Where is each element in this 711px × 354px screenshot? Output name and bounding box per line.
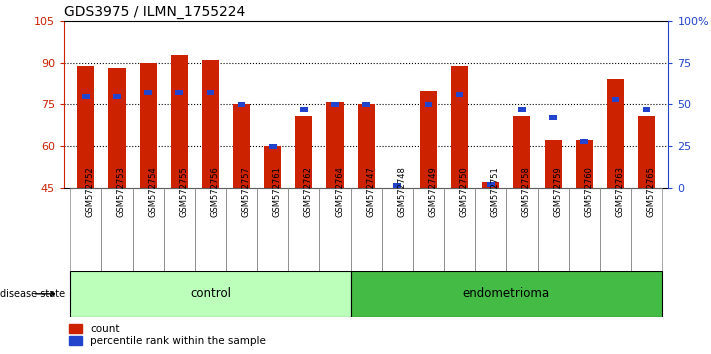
- Bar: [363, 102, 370, 107]
- Text: GSM572754: GSM572754: [148, 166, 157, 217]
- Text: GSM572760: GSM572760: [584, 166, 593, 217]
- Bar: [413, 188, 444, 271]
- Bar: [77, 65, 95, 188]
- Bar: [326, 102, 343, 188]
- Text: GSM572749: GSM572749: [429, 166, 437, 217]
- Bar: [351, 188, 382, 271]
- Bar: [202, 60, 219, 188]
- Bar: [606, 80, 624, 188]
- Bar: [108, 68, 126, 188]
- Bar: [545, 141, 562, 188]
- Bar: [237, 102, 245, 107]
- Text: GSM572758: GSM572758: [522, 166, 531, 217]
- Bar: [506, 188, 538, 271]
- Bar: [487, 182, 495, 187]
- Bar: [288, 188, 319, 271]
- Bar: [482, 182, 499, 188]
- Bar: [513, 115, 530, 188]
- Legend: count, percentile rank within the sample: count, percentile rank within the sample: [69, 324, 266, 346]
- Bar: [176, 90, 183, 95]
- Bar: [456, 92, 464, 97]
- Text: GDS3975 / ILMN_1755224: GDS3975 / ILMN_1755224: [64, 5, 245, 19]
- Bar: [351, 271, 662, 317]
- Bar: [207, 90, 214, 95]
- Text: control: control: [190, 287, 231, 300]
- Bar: [139, 63, 156, 188]
- Bar: [269, 143, 277, 149]
- Bar: [549, 115, 557, 120]
- Bar: [420, 91, 437, 188]
- Bar: [171, 55, 188, 188]
- Bar: [257, 188, 288, 271]
- Bar: [295, 115, 312, 188]
- Text: GSM572756: GSM572756: [210, 166, 220, 217]
- Text: GSM572751: GSM572751: [491, 166, 500, 217]
- Text: GSM572748: GSM572748: [397, 166, 406, 217]
- Bar: [576, 141, 593, 188]
- Bar: [444, 188, 475, 271]
- Bar: [643, 107, 651, 112]
- Bar: [70, 271, 351, 317]
- Bar: [82, 93, 90, 99]
- Bar: [538, 188, 569, 271]
- Bar: [70, 188, 102, 271]
- Text: endometrioma: endometrioma: [463, 287, 550, 300]
- Text: GSM572753: GSM572753: [117, 166, 126, 217]
- Text: GSM572757: GSM572757: [242, 166, 250, 217]
- Bar: [518, 107, 525, 112]
- Bar: [475, 188, 506, 271]
- Text: GSM572752: GSM572752: [86, 166, 95, 217]
- Text: GSM572765: GSM572765: [646, 166, 656, 217]
- Bar: [600, 188, 631, 271]
- Bar: [580, 138, 588, 143]
- Bar: [331, 102, 339, 107]
- Bar: [164, 188, 195, 271]
- Text: GSM572764: GSM572764: [335, 166, 344, 217]
- Bar: [195, 188, 226, 271]
- Bar: [144, 90, 152, 95]
- Bar: [569, 188, 600, 271]
- Bar: [300, 107, 308, 112]
- Text: GSM572761: GSM572761: [273, 166, 282, 217]
- Bar: [233, 104, 250, 188]
- Bar: [113, 93, 121, 99]
- Bar: [132, 188, 164, 271]
- Bar: [358, 104, 375, 188]
- Bar: [226, 188, 257, 271]
- Bar: [102, 188, 132, 271]
- Bar: [638, 115, 655, 188]
- Bar: [393, 183, 401, 188]
- Text: GSM572763: GSM572763: [616, 166, 624, 217]
- Text: GSM572747: GSM572747: [366, 166, 375, 217]
- Text: GSM572755: GSM572755: [179, 166, 188, 217]
- Text: disease state: disease state: [0, 289, 65, 299]
- Bar: [319, 188, 351, 271]
- Bar: [631, 188, 662, 271]
- Text: GSM572759: GSM572759: [553, 166, 562, 217]
- Bar: [382, 188, 413, 271]
- Text: GSM572762: GSM572762: [304, 166, 313, 217]
- Bar: [264, 146, 282, 188]
- Text: GSM572750: GSM572750: [459, 166, 469, 217]
- Bar: [451, 65, 468, 188]
- Bar: [424, 102, 432, 107]
- Bar: [611, 97, 619, 102]
